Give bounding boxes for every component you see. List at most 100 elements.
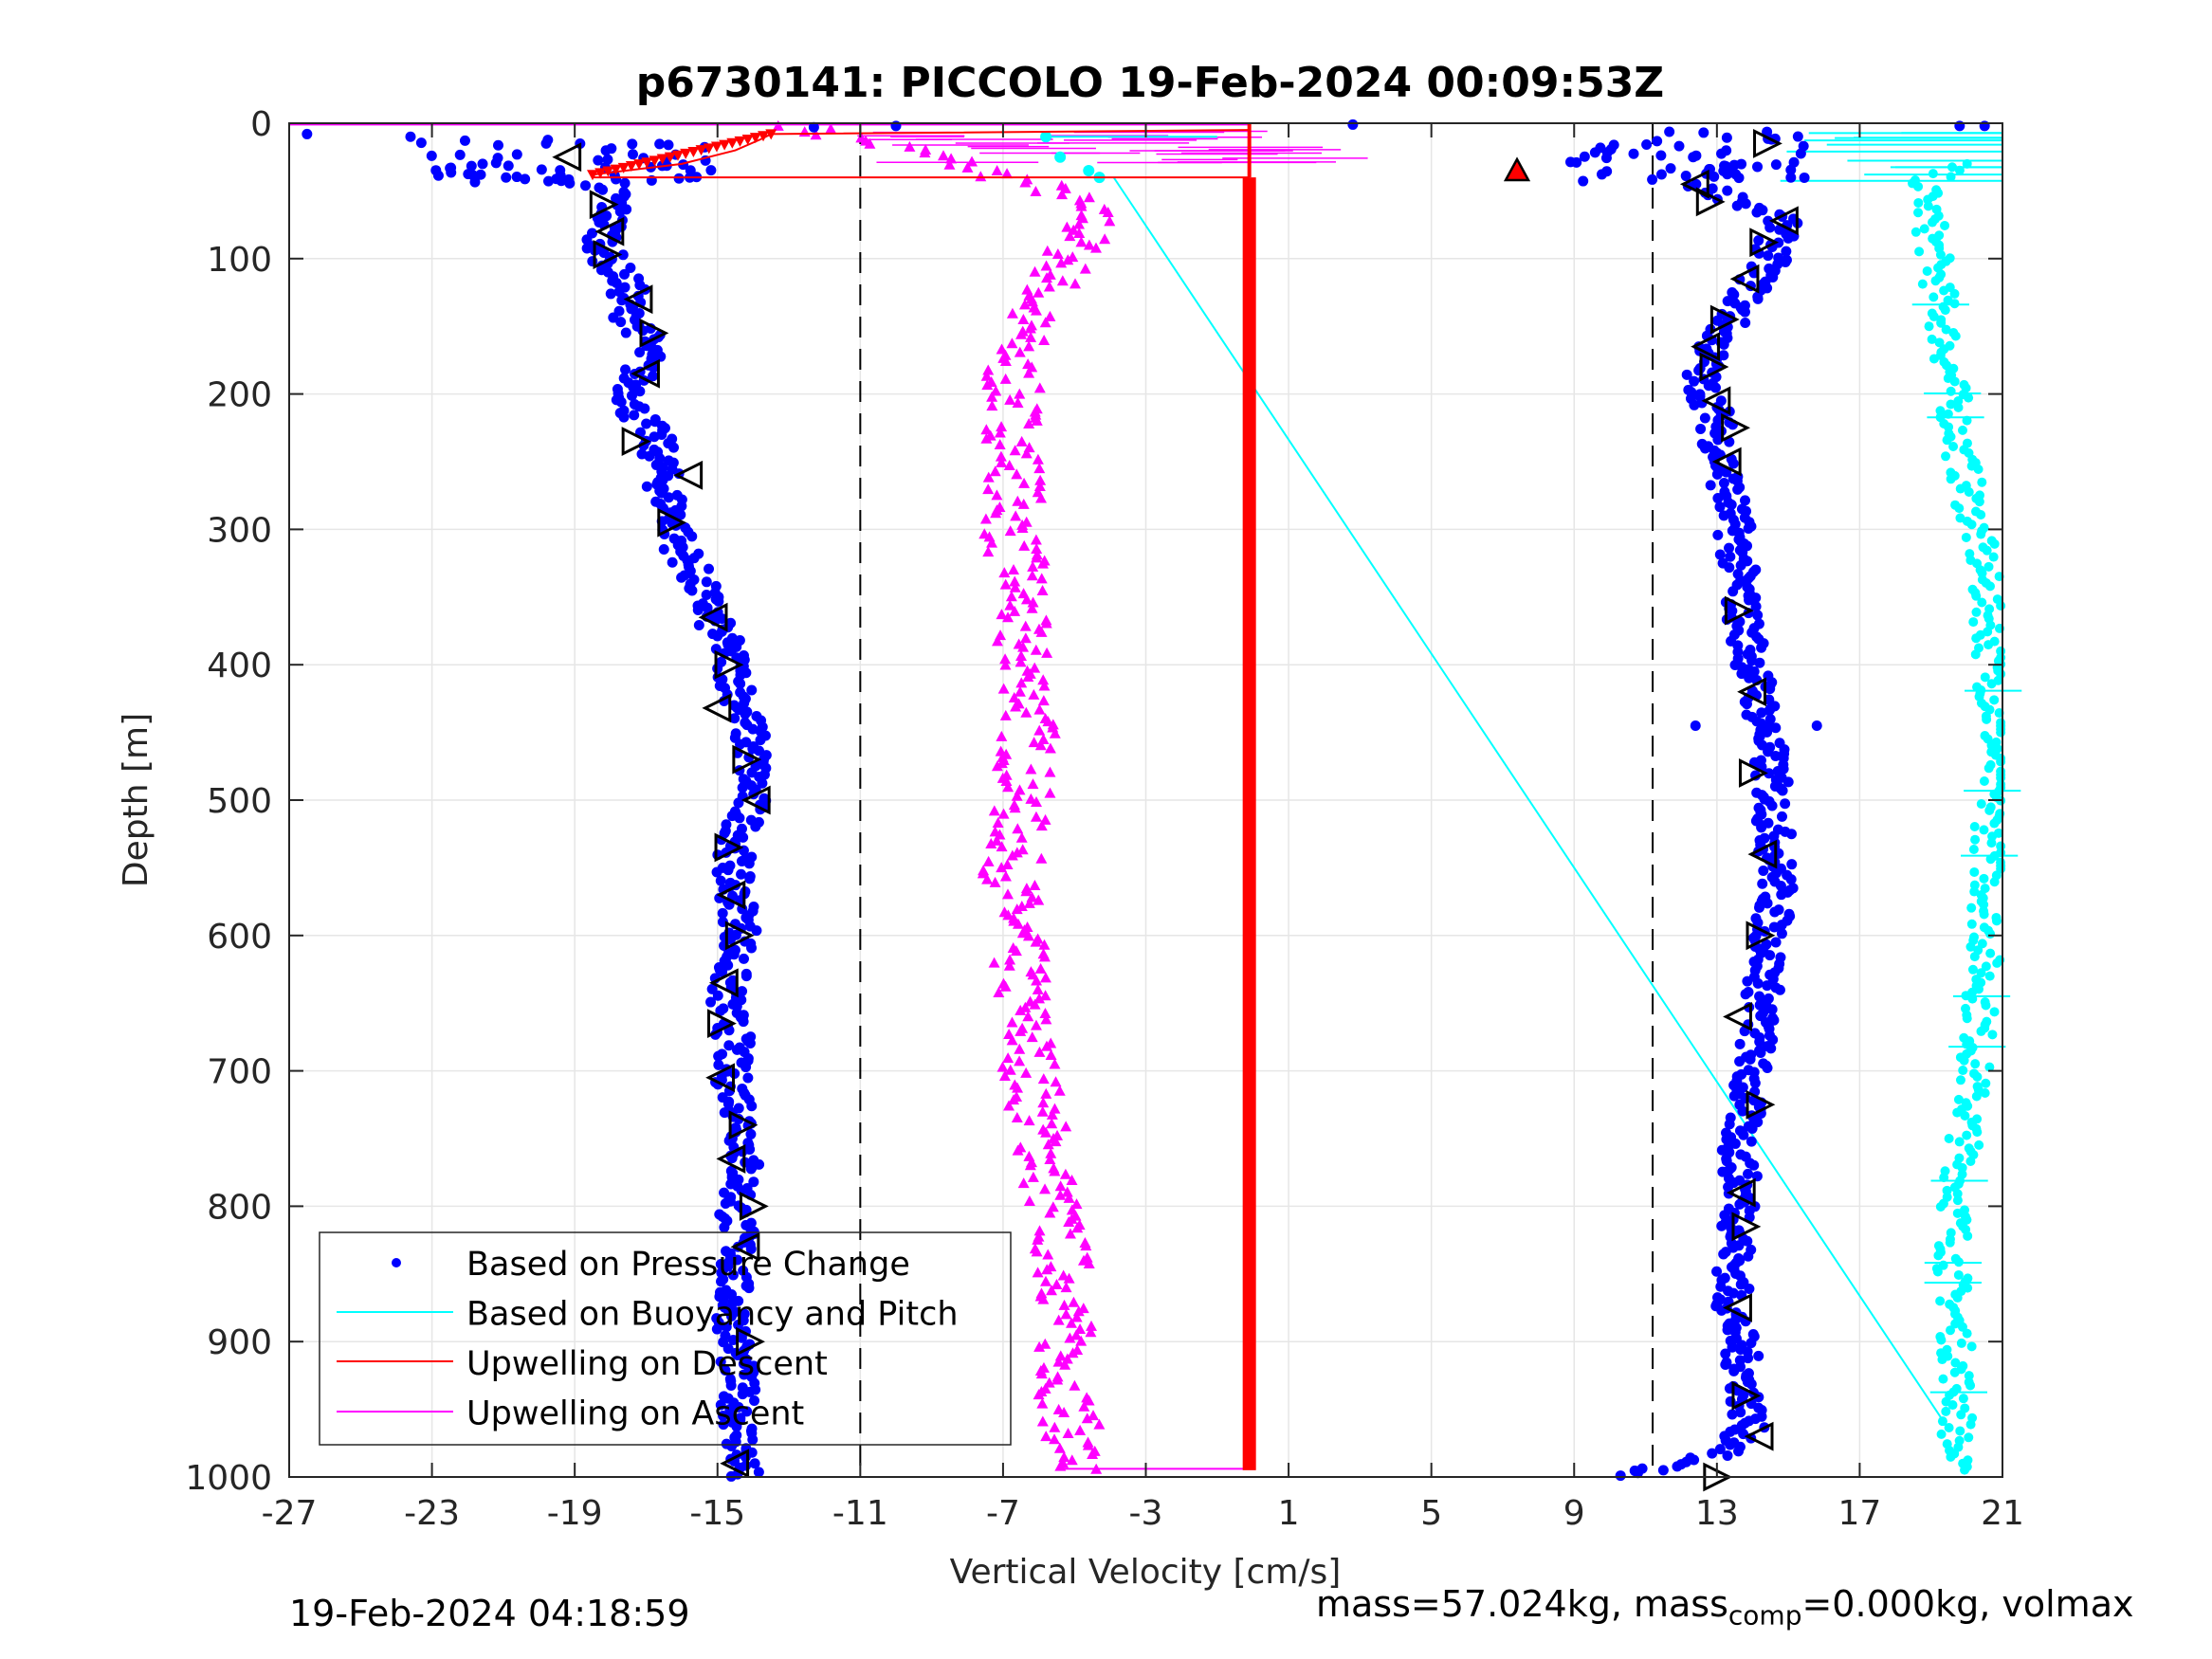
pressure-point: [748, 1176, 759, 1188]
pressure-point: [715, 875, 726, 886]
triangle-marker: [716, 1143, 746, 1174]
triangle-marker: [1746, 1089, 1776, 1120]
upwelling-descent-point: [710, 141, 722, 153]
pressure-point: [627, 138, 638, 150]
pressure-point: [1811, 720, 1822, 731]
upwelling-ascent-point: [1044, 1153, 1056, 1164]
pressure-point: [629, 410, 640, 421]
buoyancy-point: [1913, 197, 1924, 208]
buoyancy-point: [1992, 957, 2002, 968]
pressure-point: [1741, 699, 1752, 710]
triangle-marker: [1749, 228, 1780, 258]
upwelling-ascent-point: [996, 841, 1008, 852]
pressure-point: [520, 173, 531, 185]
upwelling-ascent-point: [1052, 1314, 1065, 1325]
pressure-point: [1735, 559, 1746, 571]
buoyancy-point: [1989, 1007, 2000, 1017]
buoyancy-point: [1966, 1341, 1977, 1352]
upwelling-ascent-point: [999, 659, 1012, 670]
pressure-point: [446, 162, 457, 173]
triangle-marker: [1737, 677, 1766, 707]
upwelling-ascent-point: [1089, 242, 1102, 253]
triangle-marker: [716, 880, 746, 910]
upwelling-ascent-point: [1019, 176, 1032, 188]
upwelling-ascent-point: [1006, 307, 1018, 319]
pressure-point: [729, 713, 740, 724]
pressure-point: [1777, 785, 1788, 796]
upwelling-ascent-point: [1022, 1011, 1034, 1022]
buoyancy-point: [1969, 821, 1980, 831]
upwelling-ascent-point: [1008, 563, 1020, 574]
x-tick-label: 5: [1420, 1494, 1442, 1533]
x-tick-label: -11: [832, 1494, 888, 1533]
x-tick-label: -27: [262, 1494, 318, 1533]
upwelling-ascent-point: [1028, 737, 1040, 748]
buoyancy-point: [1976, 509, 1986, 520]
buoyancy-point: [1971, 1091, 1982, 1102]
pressure-point: [1753, 1350, 1764, 1361]
pressure-point: [726, 1440, 738, 1451]
upwelling-ascent-point: [1009, 581, 1021, 592]
pressure-point: [725, 1408, 737, 1419]
pressure-point: [1780, 257, 1791, 268]
upwelling-ascent-point: [1024, 322, 1036, 334]
pressure-point: [1764, 950, 1776, 961]
upwelling-ascent-point: [1036, 1415, 1049, 1427]
triangle-marker: [1691, 332, 1721, 362]
upwelling-ascent-point: [981, 873, 994, 884]
upwelling-descent-point: [758, 131, 770, 142]
pressure-point: [1776, 928, 1787, 939]
upwelling-ascent-point: [1033, 1046, 1046, 1057]
buoyancy-point: [1965, 1156, 1976, 1166]
x-tick-label: 21: [1981, 1494, 2024, 1533]
buoyancy-point: [1960, 1111, 1970, 1121]
upwelling-ascent-point: [1040, 260, 1052, 271]
upwelling-ascent-point: [1004, 599, 1016, 611]
buoyancy-point: [1946, 1451, 1956, 1462]
upwelling-ascent-point: [1032, 983, 1044, 994]
legend-label: Upwelling on Ascent: [466, 1395, 804, 1433]
upwelling-ascent-point: [1075, 236, 1088, 247]
upwelling-ascent-point: [1070, 1198, 1083, 1210]
pressure-point: [1775, 881, 1786, 892]
pressure-point: [1709, 382, 1721, 393]
buoyancy-point: [1949, 1367, 1960, 1377]
pressure-point: [736, 1185, 747, 1196]
buoyancy-point: [1969, 886, 1980, 897]
upwelling-ascent-point: [982, 855, 995, 866]
upwelling-ascent-point: [1039, 317, 1051, 328]
triangle-marker: [1726, 1177, 1756, 1208]
upwelling-ascent-point: [1033, 724, 1046, 736]
buoyancy-point: [1949, 376, 1960, 387]
buoyancy-point: [1969, 866, 1980, 877]
buoyancy-point: [1940, 220, 1950, 230]
upwelling-ascent-point: [999, 653, 1012, 665]
upwelling-ascent-point: [1010, 701, 1022, 712]
pressure-point: [1742, 975, 1753, 987]
pressure-point: [1707, 1448, 1718, 1459]
pressure-point: [1734, 1198, 1746, 1210]
upwelling-ascent-point: [1044, 1207, 1056, 1218]
triangle-marker: [1753, 128, 1782, 158]
buoyancy-point: [1922, 265, 1932, 276]
buoyancy-point: [1971, 591, 1982, 601]
upwelling-ascent-point: [1026, 570, 1038, 581]
pressure-point: [1711, 468, 1723, 480]
pressure-point: [711, 1323, 722, 1335]
pressure-point: [725, 1379, 737, 1391]
pressure-point: [751, 925, 762, 937]
triangle-marker: [621, 427, 651, 457]
upwelling-descent-point: [703, 143, 715, 155]
pressure-point: [654, 138, 666, 150]
upwelling-ascent-point: [1035, 852, 1048, 864]
upwelling-ascent-point: [1026, 1031, 1038, 1043]
upwelling-ascent-point: [1025, 763, 1037, 775]
upwelling-ascent-point: [1102, 206, 1114, 217]
buoyancy-point: [1972, 1071, 1983, 1082]
upwelling-ascent-point: [995, 450, 1007, 462]
triangle-marker: [736, 1326, 765, 1357]
pressure-point: [715, 1005, 726, 1016]
pressure-point: [1722, 169, 1733, 180]
pressure-point: [712, 630, 723, 642]
upwelling-ascent-point: [1039, 1183, 1051, 1194]
